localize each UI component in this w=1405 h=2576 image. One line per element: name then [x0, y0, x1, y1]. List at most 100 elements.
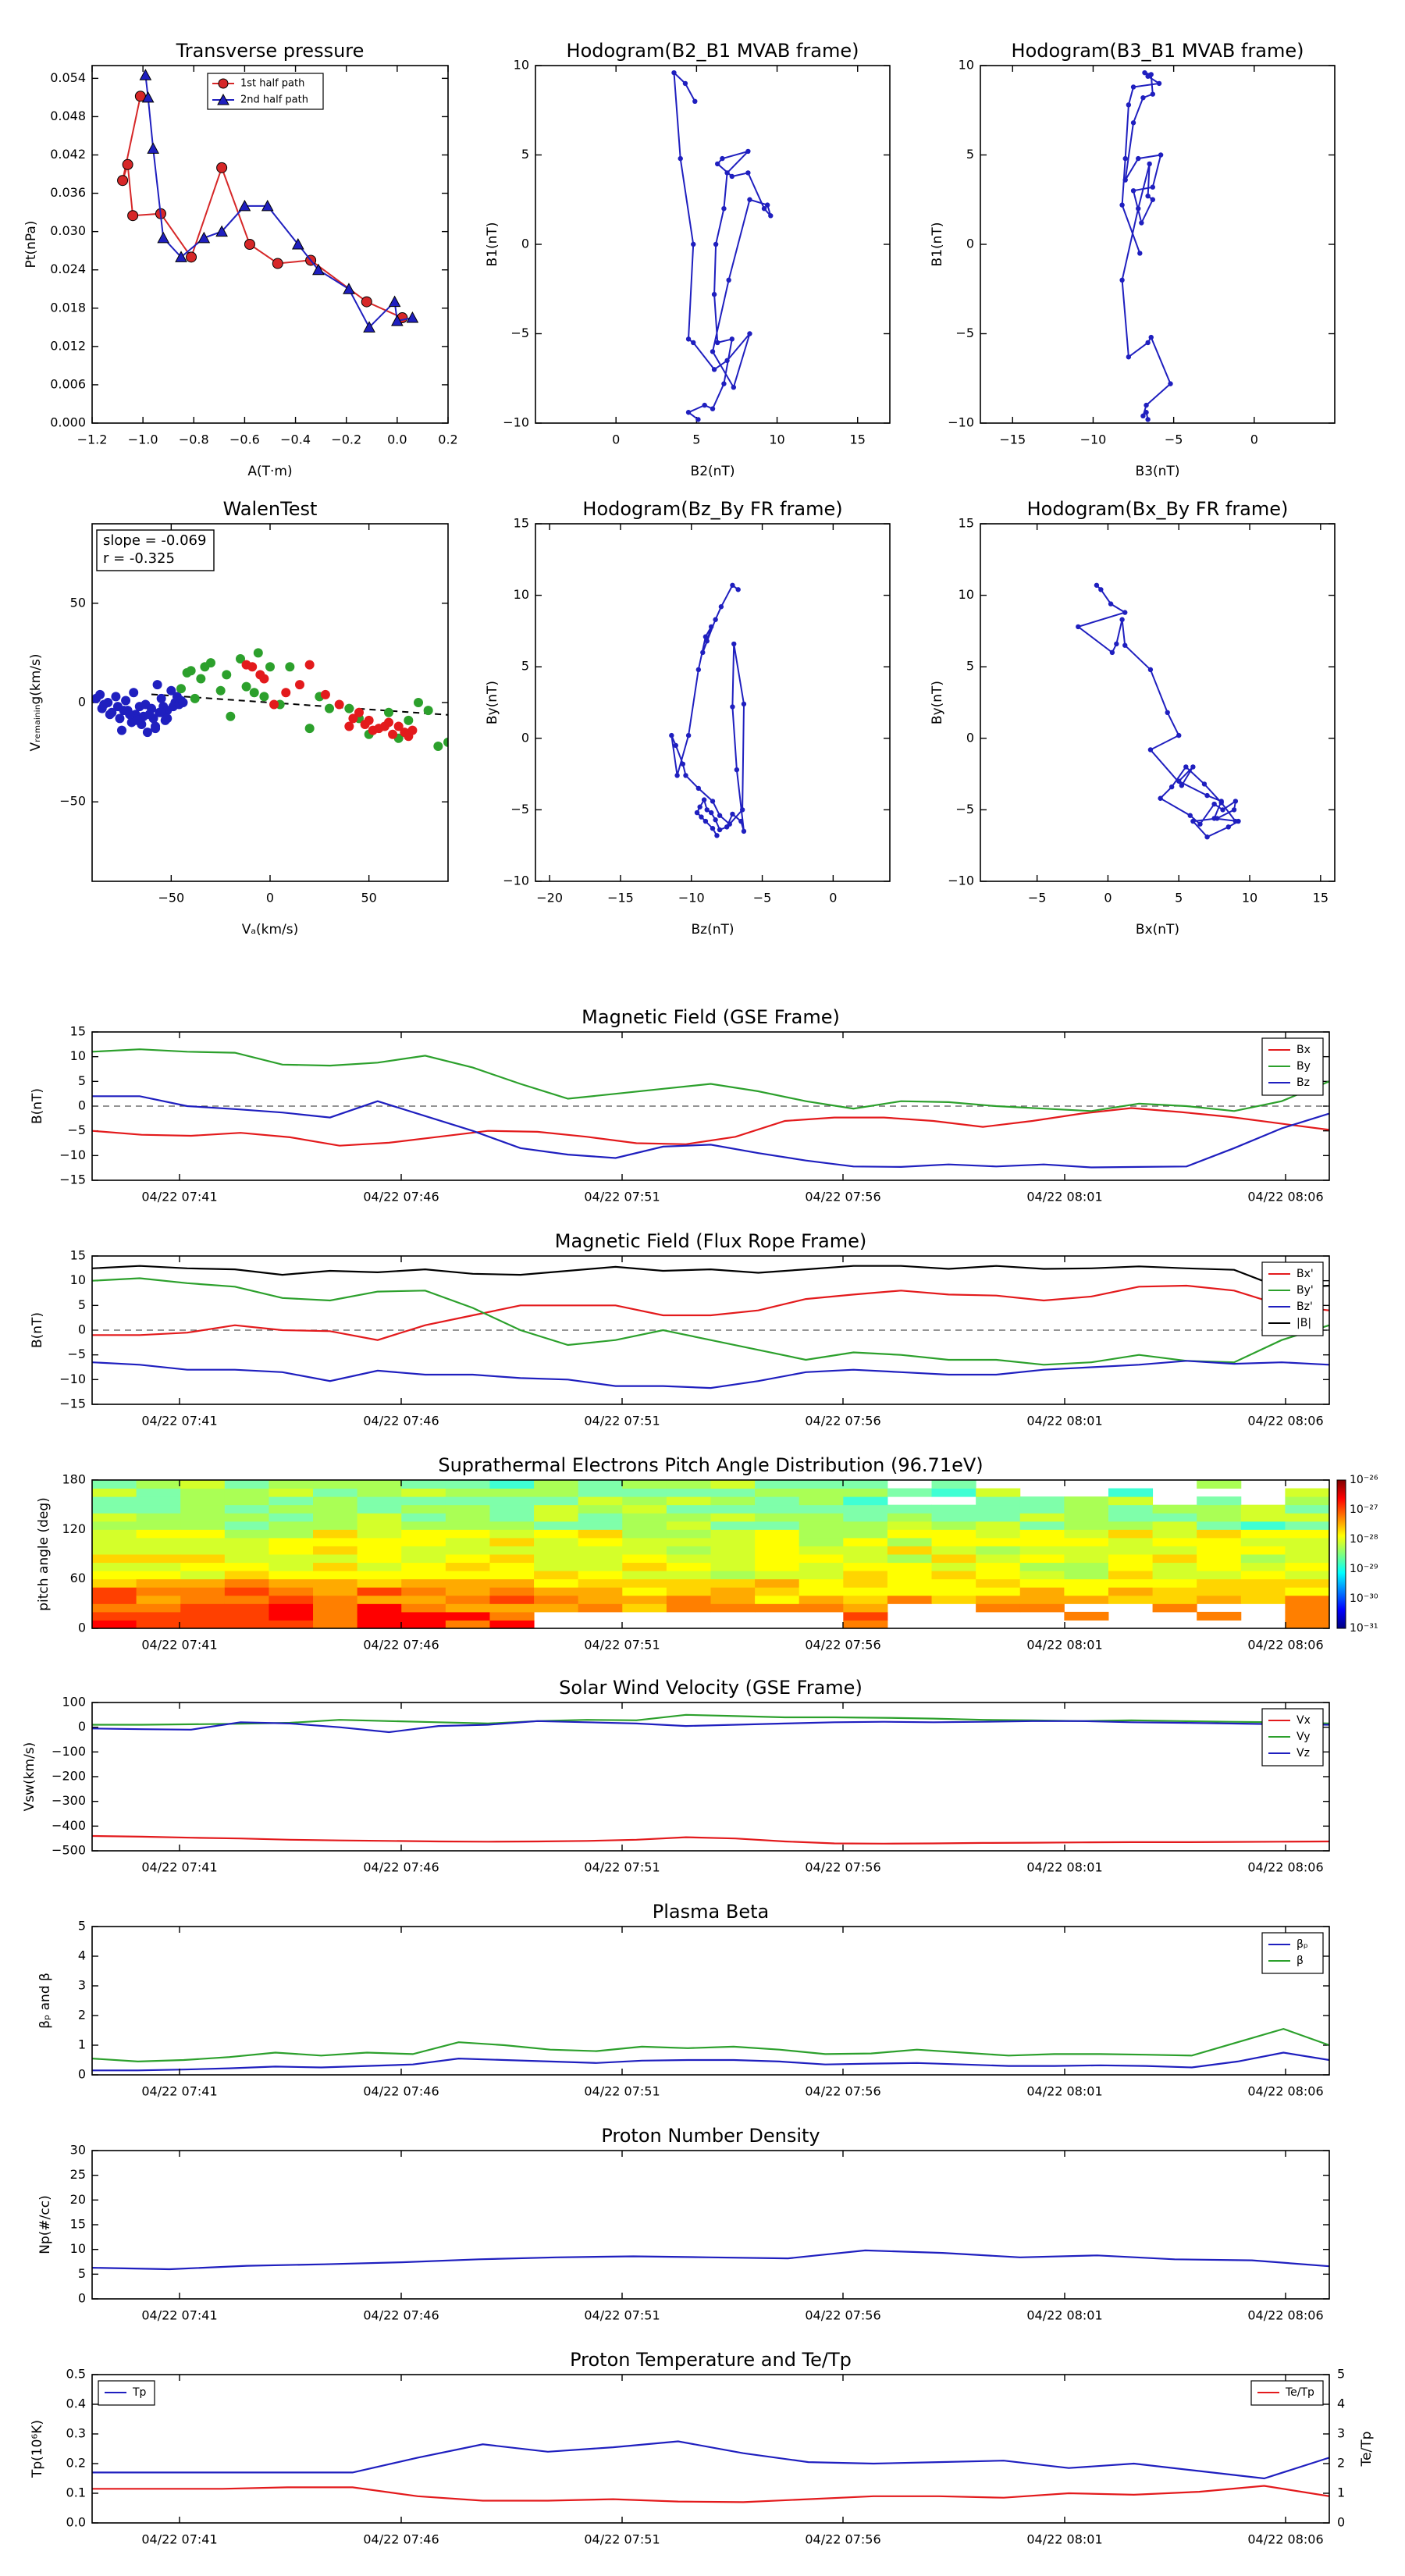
hodogram-b3-b1-point — [1130, 120, 1136, 126]
plasma-beta-legend-label: β — [1297, 1955, 1304, 1967]
pitch-angle-cell — [224, 1611, 269, 1621]
sw-velocity-ytick-label: −300 — [52, 1793, 86, 1808]
pitch-angle-cell — [1285, 1571, 1330, 1580]
pitch-angle-cell — [224, 1603, 269, 1613]
time-tick-label: 04/22 07:46 — [363, 2308, 439, 2323]
hodogram-b3-b1-xtick-label: −15 — [999, 432, 1026, 447]
hodogram-b2-b1-ytick-label: 0 — [521, 237, 529, 251]
hodogram-bz-by-point — [710, 799, 716, 804]
pitch-angle-cell — [357, 1595, 402, 1604]
pitch-angle-cell — [180, 1562, 226, 1571]
pitch-angle-cell — [755, 1595, 800, 1604]
pitch-angle-cell — [534, 1521, 579, 1530]
pitch-angle-cell — [843, 1546, 888, 1555]
pitch-angle-cell — [710, 1571, 756, 1580]
transverse-pressure-ytick-label: 0.024 — [50, 262, 86, 276]
sw-velocity-ytick-label: −100 — [52, 1744, 86, 1759]
pitch-angle-cell — [976, 1595, 1021, 1604]
pitch-angle-cell — [269, 1571, 314, 1580]
pitch-angle-cell — [313, 1521, 358, 1530]
mag-field-fr-ytick-label: −10 — [59, 1372, 86, 1386]
pitch-angle-cell — [1064, 1537, 1109, 1546]
mag-field-fr-ytick-label: −15 — [59, 1397, 86, 1411]
pitch-angle-cell — [401, 1546, 446, 1555]
pitch-angle-cell — [489, 1571, 535, 1580]
pitch-angle-cell — [710, 1554, 756, 1564]
mag-field-gse-series-line — [92, 1048, 1329, 1112]
proton-temp-y2tick-label: 2 — [1337, 2456, 1345, 2471]
hodogram-bx-by-point — [1211, 801, 1217, 807]
transverse-pressure-point — [186, 251, 197, 263]
pitch-angle-cell — [489, 1620, 535, 1629]
walen-test-point — [133, 715, 143, 725]
plasma-beta-panel: Plasma Beta βₚ and β 0 1 2 3 4 5 04/22 07:41 04/2… — [37, 1901, 1330, 2099]
pitch-angle-cell — [799, 1480, 844, 1489]
pitch-angle-cell — [534, 1480, 579, 1489]
walen-test-point — [249, 688, 259, 698]
hodogram-b3-b1-point — [1122, 177, 1128, 183]
pitch-angle-cell — [180, 1537, 226, 1546]
pitch-angle-cell — [887, 1529, 933, 1539]
pitch-angle-cell — [1285, 1587, 1330, 1596]
hodogram-b3-b1-xtick-label: 0 — [1250, 432, 1258, 447]
pitch-angle-cell — [578, 1546, 623, 1555]
time-tick-label: 04/22 08:06 — [1247, 1860, 1323, 1875]
pitch-angle-cell — [799, 1587, 844, 1596]
hodogram-bz-by-xtick-label: −15 — [607, 891, 634, 906]
pitch-angle-cell — [445, 1578, 490, 1588]
pitch-angle-cell — [269, 1521, 314, 1530]
hodogram-b2-b1-point — [721, 206, 727, 212]
hodogram-bx-by-frame — [980, 523, 1336, 882]
pitch-angle-cell — [843, 1496, 888, 1506]
pitch-angle-cell — [1285, 1513, 1330, 1522]
pitch-angle-cell — [1240, 1562, 1286, 1571]
transverse-pressure-point — [122, 158, 133, 170]
pitch-angle-cell — [1285, 1611, 1330, 1621]
transverse-pressure-point — [157, 231, 170, 244]
walen-test-point — [407, 725, 418, 735]
hodogram-bx-by-xtick-label: −5 — [1028, 891, 1047, 906]
pitch-angle-cell — [1019, 1595, 1065, 1604]
walen-test-point — [152, 680, 162, 690]
pitch-angle-cell — [136, 1595, 181, 1604]
time-tick-label: 04/22 08:01 — [1026, 1860, 1102, 1875]
pitch-angle-title: Suprathermal Electrons Pitch Angle Distr… — [438, 1454, 983, 1476]
time-tick-label: 04/22 07:46 — [363, 1638, 439, 1653]
proton-temp-legend-label: Tp — [132, 2386, 147, 2399]
sw-velocity-series-line — [92, 1720, 1329, 1734]
pitch-angle-cell — [666, 1521, 711, 1530]
hodogram-b3-b1-point — [1150, 91, 1156, 97]
pitch-angle-cell — [931, 1513, 976, 1522]
pitch-angle-cell — [1197, 1504, 1242, 1514]
sw-velocity-title: Solar Wind Velocity (GSE Frame) — [559, 1677, 863, 1699]
hodogram-bx-by-point — [1232, 818, 1239, 824]
pitch-angle-cell — [180, 1571, 226, 1580]
hodogram-b2-b1-line — [673, 70, 772, 421]
pitch-angle-cell — [931, 1488, 976, 1497]
hodogram-b2-b1-xtick-label: 5 — [692, 432, 700, 447]
hodogram-b2-b1-point — [682, 80, 688, 87]
hodogram-bz-by-xtick-label: −20 — [536, 891, 563, 906]
pitch-angle-cell — [931, 1578, 976, 1588]
pitch-angle-cell — [710, 1521, 756, 1530]
pitch-angle-cell — [755, 1554, 800, 1564]
pitch-angle-cell — [269, 1578, 314, 1588]
pitch-angle-cell — [401, 1611, 446, 1621]
pitch-angle-cell — [1019, 1571, 1065, 1580]
hodogram-bz-by-point — [708, 624, 714, 630]
pitch-angle-cell — [224, 1554, 269, 1564]
pitch-angle-cell — [976, 1554, 1021, 1564]
pitch-angle-cell — [180, 1488, 226, 1497]
hodogram-bz-by-line — [670, 584, 745, 836]
pitch-angle-cell — [1019, 1554, 1065, 1564]
walen-test-point — [99, 699, 109, 710]
hodogram-bz-by-point — [673, 742, 678, 749]
walen-test-point — [125, 710, 135, 720]
pitch-angle-cell — [666, 1554, 711, 1564]
pitch-angle-cell — [313, 1537, 358, 1546]
hodogram-b2-b1-point — [764, 202, 770, 208]
pitch-angle-cell — [357, 1513, 402, 1522]
hodogram-b3-b1-point — [1158, 152, 1164, 158]
hodogram-bz-by-point — [700, 649, 706, 656]
